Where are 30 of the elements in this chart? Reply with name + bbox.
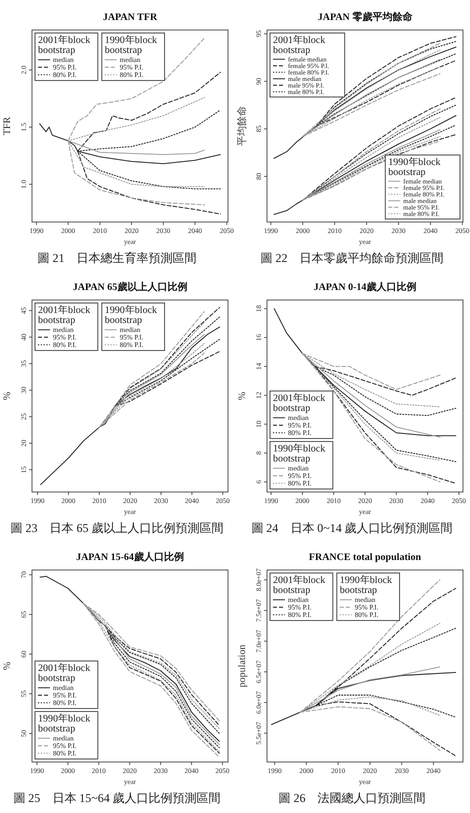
y-axis-title: %: [2, 662, 13, 670]
y-axis-title: 平均餘命: [236, 106, 248, 146]
text: 2001年block bootstrap: [273, 393, 326, 414]
chart-title: JAPAN 65歲以上人口比例: [72, 281, 188, 293]
text: 2001年block bootstrap: [273, 575, 326, 596]
y-axis-title: %: [2, 392, 13, 400]
text: 1990年block bootstrap: [273, 444, 326, 464]
text: 1990年block bootstrap: [104, 305, 158, 326]
text: 1990年block bootstrap: [388, 157, 441, 178]
text: 1990年block bootstrap: [340, 575, 392, 596]
text: 1990年block bootstrap: [38, 714, 90, 734]
caption: 圖 24 日本 0~14 歲人口比例預測區間: [251, 521, 453, 535]
chart-title: JAPAN 0-14歲人口比例: [314, 281, 416, 293]
text: 1990年block bootstrap: [104, 35, 158, 56]
caption: 圖 22 日本零歲平均餘命預測區間: [260, 251, 444, 265]
text: 2001年block bootstrap: [38, 35, 90, 56]
caption: 圖 23 日本 65 歲以上人口比例預測區間: [10, 521, 224, 535]
y-axis-title: population: [237, 644, 248, 688]
chart-title: JAPAN 15-64歲人口比例: [76, 551, 184, 563]
chart-title: JAPAN TFR: [102, 12, 158, 23]
y-axis-title: %: [237, 392, 248, 400]
caption: 圖 21 日本總生育率預測區間: [38, 251, 196, 265]
text: 2001年block bootstrap: [38, 305, 90, 326]
y-axis-title: TFR: [2, 116, 13, 136]
caption: 圖 26 法國總人口預測區間: [278, 791, 426, 805]
caption: 圖 25 日本 15~64 歲人口比例預測區間: [13, 791, 221, 805]
text: 2001年block bootstrap: [273, 35, 326, 56]
chart-title: FRANCE total population: [308, 552, 422, 563]
text: 2001年block bootstrap: [38, 663, 90, 684]
chart-title: JAPAN 零歲平均餘命: [318, 11, 414, 23]
